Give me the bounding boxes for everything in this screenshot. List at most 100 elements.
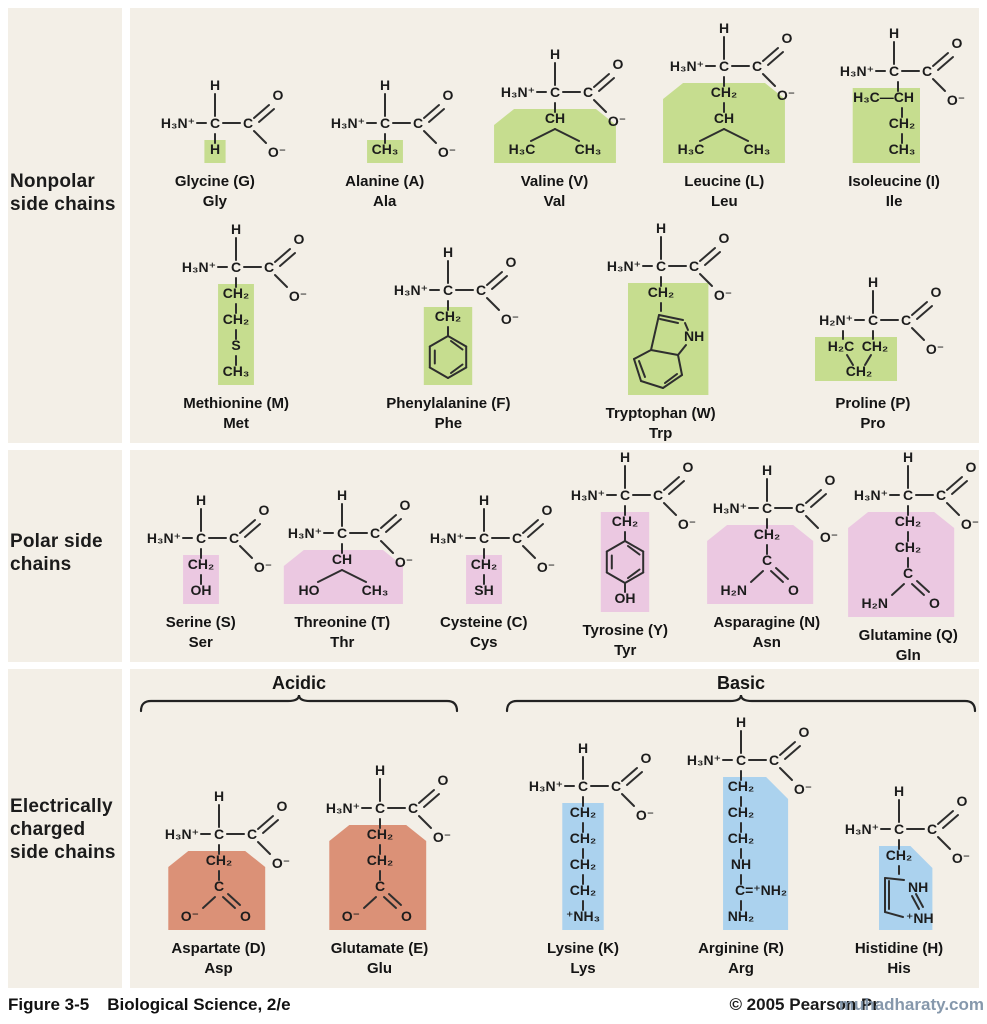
amino-acid-label: Glutamate (E) Glu: [331, 936, 429, 988]
amino-acid-name: Aspartate (D): [171, 940, 266, 957]
amino-acid-label: Asparagine (N) Asn: [713, 610, 820, 662]
structure-trp: H H₃N⁺ C C O O⁻ CH₂ NH: [569, 220, 753, 401]
svg-text:C: C: [901, 312, 911, 328]
svg-text:CH₂: CH₂: [886, 847, 912, 863]
charged-panel: Acidic H H₃N⁺ C C O O⁻ CH₂ C O⁻ O Aspartate (D) Asp…: [130, 669, 979, 988]
svg-text:O⁻: O⁻: [794, 781, 812, 797]
svg-text:O: O: [240, 908, 251, 924]
svg-text:C: C: [903, 565, 913, 581]
polar-panel: H H₃N⁺ C C O O⁻ CH₂ OH Serine (S) Ser H H₃N⁺ C C O O⁻ CH…: [130, 449, 979, 664]
svg-text:O⁻: O⁻: [952, 850, 970, 866]
amino-acid-thr: H H₃N⁺ C C O O⁻ CH HO CH₃ Threonine (T) Thr: [272, 450, 413, 662]
nonpolar-row-2: H H₃N⁺ C C O O⁻ CH₂ CH₂ S CH₃ Methionine (M) Met H H₃…: [130, 220, 979, 443]
svg-text:O⁻: O⁻: [254, 559, 272, 575]
svg-text:H₃N⁺: H₃N⁺: [840, 63, 874, 79]
svg-text:C: C: [894, 821, 904, 837]
svg-text:C: C: [213, 826, 223, 842]
structure-svg-thr: H H₃N⁺ C C O O⁻ CH HO CH₃: [284, 487, 413, 604]
svg-text:O: O: [272, 87, 283, 103]
svg-text:CH₂: CH₂: [366, 852, 392, 868]
svg-text:O: O: [506, 254, 517, 270]
structure-svg-cys: H H₃N⁺ C C O O⁻ CH₂ SH: [430, 492, 555, 604]
amino-acid-name: Serine (S): [165, 614, 236, 631]
amino-acid-label: Aspartate (D) Asp: [171, 936, 265, 988]
side-chain-highlight: [706, 525, 813, 604]
structure-tyr: H H₃N⁺ C C O O⁻ CH₂ OH: [533, 449, 717, 618]
svg-text:O: O: [799, 724, 810, 740]
amino-acid-abbr: Asp: [204, 959, 233, 977]
svg-text:O⁻: O⁻: [537, 559, 555, 575]
amino-acid-name: Isoleucine (I): [848, 173, 940, 190]
svg-text:O: O: [966, 459, 977, 475]
svg-text:CH₂: CH₂: [570, 856, 596, 872]
structure-svg-asp: H H₃N⁺ C C O O⁻ CH₂ C O⁻ O: [164, 788, 290, 930]
svg-text:OH: OH: [190, 582, 211, 598]
structure-svg-ser: H H₃N⁺ C C O O⁻ CH₂ OH: [147, 492, 272, 604]
svg-text:O⁻: O⁻: [341, 908, 359, 924]
amino-acid-pro: H H₂N⁺ C C O O⁻ H₂C CH₂ CH₂ Proline (P) Pro: [767, 221, 979, 443]
svg-text:O: O: [276, 798, 287, 814]
svg-text:C: C: [512, 530, 522, 546]
svg-text:O⁻: O⁻: [947, 92, 965, 108]
nonpolar-category-label: Nonpolar side chains: [10, 171, 116, 216]
svg-text:C: C: [380, 115, 390, 131]
structure-gly: H H₃N⁺ C C O O⁻ H: [123, 8, 307, 169]
svg-text:C: C: [476, 282, 486, 298]
svg-text:CH₂: CH₂: [366, 826, 392, 842]
svg-text:H₃C: H₃C: [678, 141, 705, 157]
svg-text:⁺NH₃: ⁺NH₃: [566, 908, 600, 924]
figure-caption-bar: Figure 3-5 Biological Science, 2/e © 2005…: [0, 988, 987, 1024]
svg-text:CH₂: CH₂: [895, 513, 921, 529]
svg-text:O⁻: O⁻: [395, 554, 413, 570]
svg-text:C: C: [762, 552, 772, 568]
side-chain-highlight: [723, 777, 789, 930]
amino-acid-label: Serine (S) Ser: [166, 610, 236, 662]
svg-text:CH₃: CH₃: [574, 141, 601, 157]
amino-acid-label: Tryptophan (W) Trp: [606, 401, 716, 453]
amino-acid-his: H H₃N⁺ C C O O⁻ CH₂ NH ⁺NH Histidine (H) His: [820, 714, 978, 988]
amino-acid-name: Arginine (R): [698, 940, 784, 957]
svg-text:NH₂: NH₂: [728, 908, 754, 924]
structure-svg-leu: H H₃N⁺ C C O O⁻ CH₂ CH H₃C CH₃: [663, 20, 795, 163]
charged-zone: Acidic H H₃N⁺ C C O O⁻ CH₂ C O⁻ O Aspartate (D) Asp…: [130, 669, 979, 988]
amino-acid-abbr: Arg: [728, 959, 754, 977]
amino-acid-name: Glutamine (Q): [858, 627, 958, 644]
svg-text:O⁻: O⁻: [777, 87, 795, 103]
amino-acid-asn: H H₃N⁺ C C O O⁻ CH₂ C H₂N O Asparagine (N) Asn: [696, 450, 838, 662]
structure-ser: H H₃N⁺ C C O O⁻ CH₂ OH: [109, 450, 293, 610]
svg-text:CH: CH: [714, 110, 734, 126]
amino-acid-gln: H H₃N⁺ C C O O⁻ CH₂ CH₂ C H₂N O Glutamine (Q) Gln: [838, 449, 979, 664]
svg-text:C: C: [549, 84, 559, 100]
svg-text:O: O: [718, 230, 729, 246]
structure-leu: H H₃N⁺ C C O O⁻ CH₂ CH H₃C CH₃: [632, 8, 816, 169]
svg-text:NH: NH: [684, 328, 704, 344]
amino-acid-name: Tyrosine (Y): [582, 622, 669, 639]
amino-acid-lys: H H₃N⁺ C C O O⁻ CH₂ CH₂ CH₂ CH₂ ⁺NH₃ Lysine (K) Lys: [504, 714, 662, 988]
structure-arg: H H₃N⁺ C C O O⁻ CH₂ CH₂ CH₂ NH C=⁺NH₂ NH₂: [649, 714, 833, 936]
structure-cys: H H₃N⁺ C C O O⁻ CH₂ SH: [392, 450, 576, 610]
svg-text:CH₂: CH₂: [223, 311, 249, 327]
svg-text:O: O: [400, 497, 411, 513]
svg-text:H: H: [380, 77, 390, 93]
amino-acid-arg: H H₃N⁺ C C O O⁻ CH₂ CH₂ CH₂ NH C=⁺NH₂ NH₂ Arginine (…: [662, 714, 820, 988]
svg-text:H₃N⁺: H₃N⁺: [161, 115, 195, 131]
svg-text:O⁻: O⁻: [678, 516, 696, 532]
svg-text:O: O: [641, 750, 652, 766]
structure-svg-ile: H H₃N⁺ C C O O⁻ H₃C—CH CH₂ CH₃: [840, 25, 965, 163]
svg-text:H₃N⁺: H₃N⁺: [713, 500, 747, 516]
svg-text:C: C: [656, 258, 666, 274]
side-chain-highlight: [366, 140, 403, 163]
svg-text:CH₂: CH₂: [711, 84, 737, 100]
svg-text:C: C: [582, 84, 592, 100]
svg-text:CH₂: CH₂: [435, 308, 461, 324]
amino-acid-label: Leucine (L) Leu: [684, 169, 764, 221]
amino-acid-name: Lysine (K): [547, 940, 619, 957]
svg-text:H₃N⁺: H₃N⁺: [571, 487, 605, 503]
svg-text:C: C: [246, 826, 256, 842]
charged-category-label: Electrically charged side chains: [10, 796, 116, 864]
structure-svg-lys: H H₃N⁺ C C O O⁻ CH₂ CH₂ CH₂ CH₂ ⁺NH₃: [529, 740, 654, 930]
structure-lys: H H₃N⁺ C C O O⁻ CH₂ CH₂ CH₂ CH₂ ⁺NH₃: [491, 714, 675, 936]
svg-text:C: C: [243, 115, 253, 131]
side-chain-highlight: [627, 283, 709, 395]
polar-label-panel: Polar side chains: [8, 450, 122, 662]
